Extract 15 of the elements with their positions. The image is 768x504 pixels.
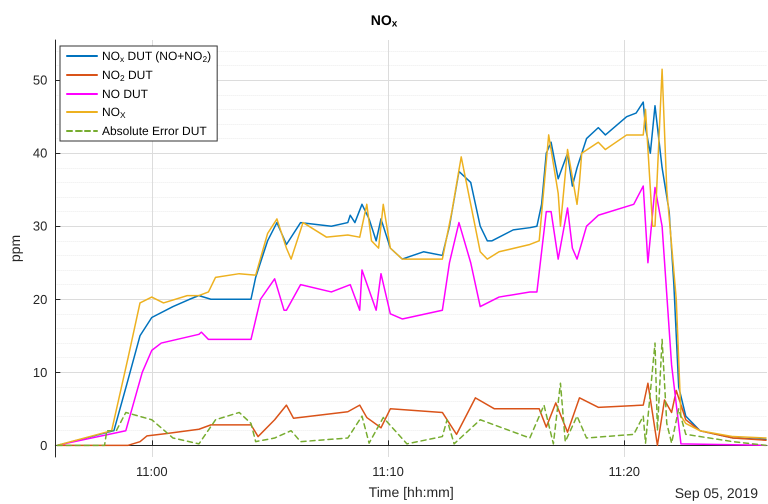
- y-tick-label: 30: [32, 218, 48, 234]
- y-axis-title: ppm: [7, 234, 23, 262]
- y-tick-label: 10: [32, 364, 48, 380]
- legend-label: Absolute Error DUT: [102, 124, 208, 138]
- y-tick-label: 40: [32, 146, 48, 161]
- x-axis-title: Time [hh:mm]: [368, 484, 454, 500]
- y-tick-label: 50: [32, 72, 48, 88]
- y-tick-label: 0: [40, 438, 48, 453]
- y-tick-label: 20: [32, 292, 48, 307]
- legend-label: NO DUT: [102, 87, 149, 101]
- text: Sep 05, 2019: [674, 485, 758, 501]
- x-tick-label: 11:10: [372, 464, 404, 479]
- line-series: [56, 338, 767, 446]
- x-tick-label: 11:00: [136, 464, 168, 479]
- x-tick-label: 11:20: [608, 464, 640, 479]
